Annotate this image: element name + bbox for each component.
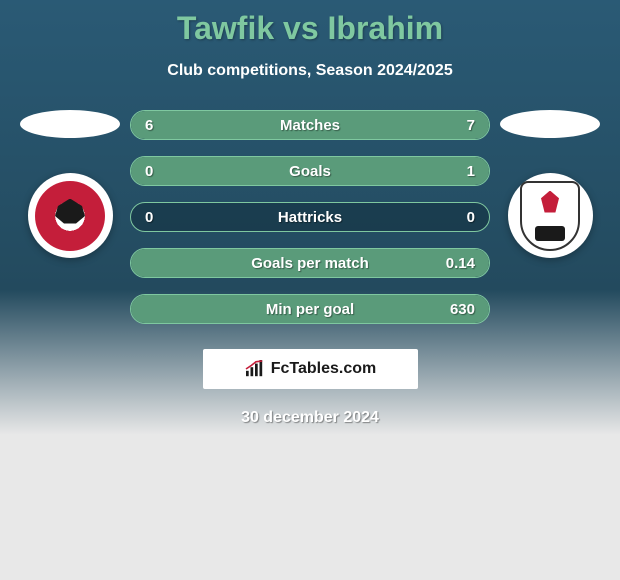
stat-label: Matches [280, 117, 340, 134]
source-logo: FcTables.com [203, 349, 418, 389]
stat-right-value: 0 [467, 209, 475, 226]
stat-bar-left [131, 111, 296, 139]
chart-icon [244, 360, 266, 378]
stat-left-value: 0 [145, 163, 153, 180]
stat-right-value: 1 [467, 163, 475, 180]
source-logo-text: FcTables.com [271, 360, 377, 378]
stat-right-value: 7 [467, 117, 475, 134]
stat-row: Min per goal 630 [130, 294, 490, 324]
stat-label: Hattricks [278, 209, 342, 226]
right-player-col [500, 110, 600, 258]
left-team-badge [28, 173, 113, 258]
stat-row: 0 Hattricks 0 [130, 202, 490, 232]
stat-row: 0 Goals 1 [130, 156, 490, 186]
stat-row: 6 Matches 7 [130, 110, 490, 140]
right-player-ellipse [500, 110, 600, 138]
left-player-col [20, 110, 120, 258]
stats-area: 6 Matches 7 0 Goals 1 0 Hattricks 0 Goals per mat… [0, 110, 620, 324]
stat-right-value: 0.14 [446, 255, 475, 272]
comparison-subtitle: Club competitions, Season 2024/2025 [0, 62, 620, 80]
stat-row: Goals per match 0.14 [130, 248, 490, 278]
stat-right-value: 630 [450, 301, 475, 318]
stat-label: Goals [289, 163, 331, 180]
comparison-title: Tawfik vs Ibrahim [0, 10, 620, 47]
stat-label: Min per goal [266, 301, 354, 318]
right-team-badge [508, 173, 593, 258]
stat-bars: 6 Matches 7 0 Goals 1 0 Hattricks 0 Goals per mat… [130, 110, 490, 324]
stat-left-value: 0 [145, 209, 153, 226]
stat-left-value: 6 [145, 117, 153, 134]
stat-label: Goals per match [251, 255, 369, 272]
comparison-date: 30 december 2024 [0, 409, 620, 427]
left-player-ellipse [20, 110, 120, 138]
